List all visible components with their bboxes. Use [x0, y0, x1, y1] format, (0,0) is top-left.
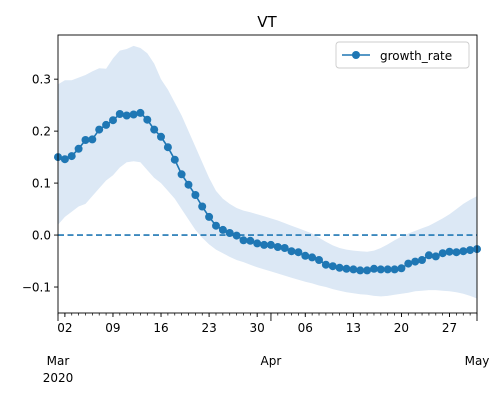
data-point [157, 132, 165, 141]
data-point [95, 125, 104, 134]
data-point [260, 240, 269, 249]
data-point [390, 265, 399, 274]
data-point [301, 251, 310, 260]
data-point [88, 135, 97, 144]
x-month-label: Mar [47, 354, 70, 368]
legend-label: growth_rate [380, 49, 452, 63]
data-point [122, 111, 131, 120]
x-year-label: 2020 [43, 371, 74, 385]
confidence-band-area [58, 45, 477, 299]
x-week-label: 20 [394, 321, 409, 335]
data-point [225, 229, 234, 237]
x-week-label: 27 [442, 321, 457, 335]
x-week-label: 30 [250, 321, 265, 335]
y-tick-label: −0.1 [22, 281, 51, 295]
y-tick-label: 0.0 [32, 229, 51, 243]
data-point [376, 265, 385, 274]
data-point [239, 236, 248, 245]
legend-marker-swatch [352, 51, 360, 59]
data-point [445, 247, 454, 256]
data-point [321, 260, 330, 269]
data-point [81, 136, 90, 144]
data-point [136, 108, 145, 117]
data-point [424, 251, 433, 260]
data-point [349, 265, 358, 274]
y-axis: 0.3 0.2 0.1 0.0 −0.1 [22, 73, 58, 295]
x-week-label: 02 [57, 321, 72, 335]
data-point [109, 116, 117, 125]
data-point [363, 266, 372, 275]
data-point [397, 264, 406, 273]
data-point [150, 125, 159, 134]
data-point [273, 243, 282, 251]
data-point [253, 239, 262, 248]
data-point [67, 152, 76, 161]
data-point [280, 244, 289, 252]
data-point [452, 248, 461, 257]
data-point [218, 225, 227, 234]
data-point [294, 248, 303, 257]
data-point [170, 155, 179, 164]
data-point [163, 143, 172, 152]
x-week-label: 09 [105, 321, 120, 335]
data-point [418, 256, 426, 264]
growth-rate-markers [54, 108, 481, 275]
data-point [315, 256, 323, 264]
x-week-label: 13 [346, 321, 361, 335]
data-point [466, 246, 475, 255]
x-week-label: 16 [153, 321, 168, 335]
data-point [191, 191, 200, 199]
data-point [383, 265, 392, 274]
x-week-label: 06 [298, 321, 313, 335]
data-point [212, 221, 220, 230]
x-axis: 02 09 16 23 30 06 13 20 27 Mar 2020 Apr May [43, 313, 490, 385]
data-point [205, 212, 214, 221]
data-point [411, 257, 420, 266]
data-point [246, 236, 255, 245]
x-month-label: May [465, 354, 490, 368]
data-point [404, 259, 413, 268]
data-point [356, 266, 365, 275]
y-tick-label: 0.1 [32, 177, 51, 191]
data-point [438, 249, 447, 258]
plot-frame [57, 34, 478, 314]
data-point [184, 180, 193, 189]
x-week-label: 23 [201, 321, 216, 335]
data-point [287, 247, 296, 256]
data-point [266, 240, 275, 249]
data-point [431, 252, 440, 261]
data-point [60, 155, 69, 164]
confidence-band [58, 45, 477, 299]
legend-box [335, 41, 470, 69]
data-point [370, 264, 378, 273]
data-point [308, 253, 317, 262]
data-point [198, 202, 207, 211]
chart-title: VT [257, 13, 277, 31]
data-point [74, 144, 83, 153]
data-point [335, 263, 344, 272]
data-point [102, 120, 111, 129]
data-point [342, 264, 351, 273]
y-tick-label: 0.3 [32, 73, 51, 87]
data-point [328, 262, 337, 271]
data-point [115, 110, 124, 118]
data-point [177, 170, 186, 179]
data-point [232, 231, 241, 240]
data-point [129, 110, 138, 119]
data-point [459, 247, 468, 256]
data-point [143, 115, 152, 124]
x-month-label: Apr [261, 354, 282, 368]
legend: growth_rate [335, 41, 470, 69]
y-tick-label: 0.2 [32, 125, 51, 139]
